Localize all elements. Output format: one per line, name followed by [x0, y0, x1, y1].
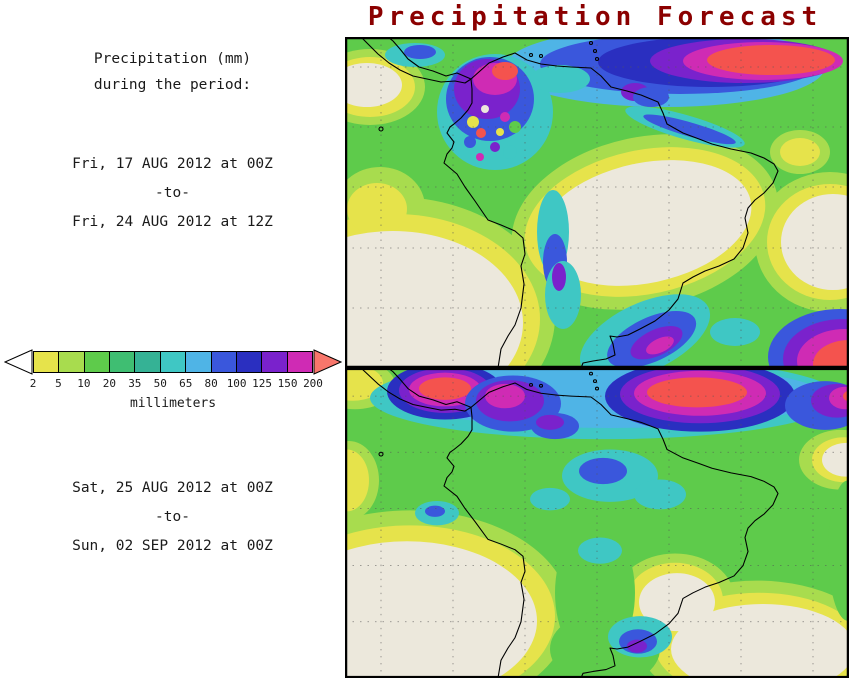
period-2-end: Sun, 02 SEP 2012 at 00Z	[72, 538, 273, 554]
legend-heading-line1: Precipitation (mm)	[93, 51, 252, 67]
forecast-map-period-2	[345, 368, 849, 678]
period-2-dates: Sat, 25 AUG 2012 at 00Z -to- Sun, 02 SEP…	[0, 474, 345, 561]
colorbar-segment	[33, 351, 60, 373]
colorbar-segment	[235, 351, 263, 373]
colorbar-tick-label: 125	[252, 377, 273, 390]
colorbar-segment	[134, 351, 161, 373]
colorbar-tick-label: 65	[179, 377, 193, 390]
period-2-separator: -to-	[155, 509, 190, 525]
colorbar-segment	[58, 351, 85, 373]
colorbar-tick-label: 100	[226, 377, 247, 390]
colorbar-tick-label: 2	[29, 377, 37, 390]
map-border	[345, 37, 849, 368]
amazon-rain-cells	[415, 449, 686, 658]
colorbar-segment	[83, 351, 111, 373]
colorbar-tick-label: 35	[128, 377, 142, 390]
northwest-rain-cluster	[437, 54, 669, 170]
latitude-longitude-grid	[345, 368, 849, 678]
legend-heading-line2: during the period:	[93, 77, 252, 93]
latitude-longitude-grid	[345, 37, 849, 368]
period-2-start: Sat, 25 AUG 2012 at 00Z	[72, 480, 273, 496]
colorbar-segment	[159, 351, 187, 373]
period-1-end: Fri, 24 AUG 2012 at 12Z	[72, 214, 273, 230]
colorbar-unit-label: millimeters	[129, 396, 217, 411]
colorbar-tick-label: 5	[55, 377, 62, 390]
period-1-start: Fri, 17 AUG 2012 at 00Z	[72, 156, 273, 172]
itcz-heavy-rain-band	[385, 37, 843, 107]
colorbar-tick-label: 150	[277, 377, 298, 390]
forecast-map-period-1	[345, 37, 849, 368]
page-title: Precipitation Forecast	[367, 2, 823, 32]
dry-regions	[345, 442, 849, 678]
colorbar-tick-label: 200	[303, 377, 323, 390]
southeast-rain-band	[579, 294, 849, 368]
colorbar-left-arrow	[4, 349, 33, 375]
coastlines	[360, 368, 779, 678]
period-1-dates: Fri, 17 AUG 2012 at 00Z -to- Fri, 24 AUG…	[0, 150, 345, 237]
legend-sidebar: Precipitation (mm) during the period: Fr…	[0, 0, 345, 680]
legend-heading: Precipitation (mm) during the period:	[0, 46, 345, 98]
itcz-heavy-rain-band	[370, 368, 849, 440]
colorbar-tick-label: 80	[204, 377, 218, 390]
map-border	[345, 368, 849, 678]
colorbar-segments	[33, 351, 313, 373]
colorbar-segment	[286, 351, 313, 373]
color-scale	[4, 349, 342, 375]
colorbar-segment	[261, 351, 288, 373]
colorbar-ticks: 2 5 10 20 35 50 65 80 100 125 150 200	[29, 377, 323, 391]
colorbar-right-arrow	[313, 349, 342, 375]
colorbar-tick-label: 50	[153, 377, 167, 390]
coastlines	[360, 37, 779, 368]
colorbar-tick-label: 10	[77, 377, 91, 390]
period-1-separator: -to-	[155, 185, 190, 201]
colorbar-segment	[210, 351, 237, 373]
forecast-maps	[345, 37, 849, 678]
dry-regions	[345, 63, 849, 368]
colorbar-tick-label: 20	[102, 377, 116, 390]
colorbar-segment	[185, 351, 212, 373]
colorbar-segment	[109, 351, 136, 373]
